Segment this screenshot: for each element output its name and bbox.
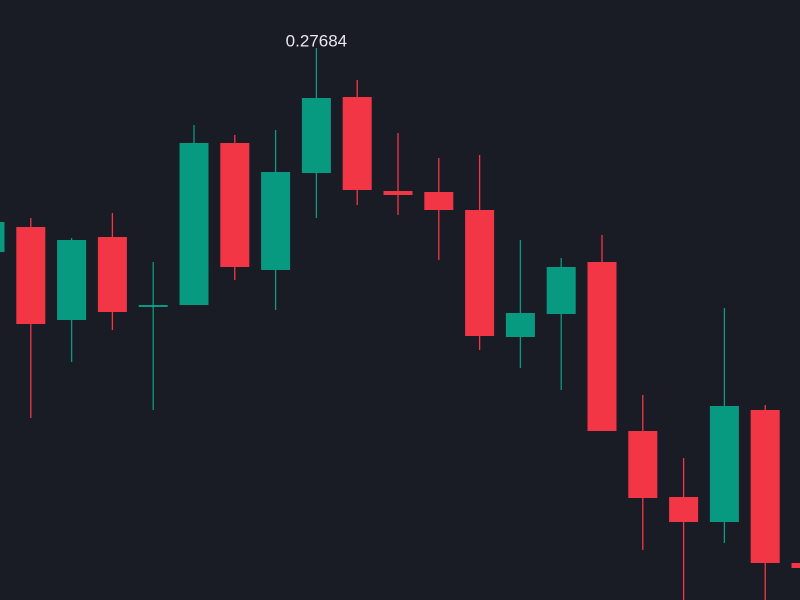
candle-body (57, 240, 87, 320)
candle-body (383, 191, 413, 195)
candle-body (342, 97, 372, 190)
candle-body (301, 98, 331, 173)
candle-body (628, 431, 658, 498)
candle-body (97, 237, 127, 312)
candle-body (179, 143, 209, 305)
candle-body (16, 227, 46, 324)
candle-body (261, 172, 291, 270)
candle-body (424, 192, 454, 210)
candle-body (220, 143, 250, 267)
candle-body (465, 210, 495, 336)
candle-body (669, 497, 699, 522)
candle-body (587, 262, 617, 431)
high-label: 0.27684 (286, 31, 347, 50)
candle-body (0, 222, 5, 252)
candle-body (138, 305, 168, 307)
candle-body (791, 563, 800, 568)
candle-body (709, 406, 739, 522)
candle-body (505, 313, 535, 337)
candle-body (546, 267, 576, 314)
candle-body (750, 410, 780, 563)
